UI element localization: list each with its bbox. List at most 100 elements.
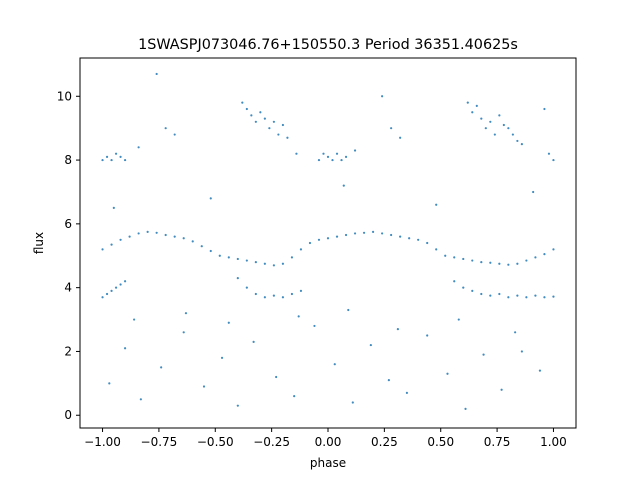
- data-point: [426, 334, 429, 337]
- data-point: [435, 248, 438, 251]
- data-point: [164, 233, 167, 237]
- x-tick-label: 0.25: [371, 435, 398, 449]
- data-point: [516, 262, 519, 265]
- x-axis-label: phase: [310, 456, 346, 470]
- data-point: [209, 249, 212, 253]
- data-point: [381, 95, 384, 98]
- data-point: [110, 289, 113, 292]
- data-point: [220, 356, 224, 359]
- data-point: [516, 294, 519, 297]
- data-point: [538, 369, 542, 372]
- data-point: [396, 328, 399, 331]
- data-point: [471, 289, 474, 292]
- data-point: [326, 237, 330, 240]
- data-point: [227, 321, 230, 324]
- data-point: [507, 296, 510, 299]
- data-point: [480, 292, 483, 296]
- data-point: [369, 343, 372, 347]
- data-point: [254, 292, 257, 296]
- data-point: [119, 155, 122, 158]
- data-point: [182, 237, 185, 240]
- data-point: [322, 152, 325, 155]
- data-point: [110, 158, 113, 162]
- data-point: [390, 127, 393, 130]
- y-tick-label: 2: [64, 344, 72, 358]
- plot-frame: [79, 57, 577, 429]
- plot-area: [80, 58, 576, 428]
- data-point: [457, 318, 460, 321]
- data-point: [200, 245, 203, 248]
- data-point: [498, 292, 501, 296]
- data-point: [453, 280, 456, 283]
- data-point: [295, 152, 298, 155]
- data-point: [552, 158, 555, 162]
- data-point: [290, 292, 294, 296]
- data-point: [471, 111, 474, 114]
- data-point: [543, 253, 546, 256]
- data-point: [333, 363, 336, 366]
- data-point: [534, 294, 537, 297]
- x-tick-label: −0.50: [197, 435, 234, 449]
- data-point: [498, 114, 501, 117]
- data-point: [236, 257, 239, 261]
- data-point: [250, 114, 253, 117]
- data-point: [155, 231, 158, 234]
- data-point: [466, 101, 469, 104]
- y-tick-label: 0: [64, 408, 72, 422]
- data-point: [245, 259, 248, 262]
- data-point: [275, 375, 278, 379]
- data-point: [462, 286, 465, 289]
- data-point: [362, 231, 366, 234]
- y-axis-label: flux: [32, 232, 46, 254]
- data-point: [123, 280, 127, 283]
- data-point: [326, 155, 330, 158]
- data-point: [105, 155, 109, 158]
- data-point: [351, 401, 354, 404]
- data-point: [317, 238, 321, 241]
- data-point: [480, 117, 483, 120]
- data-point: [137, 146, 140, 149]
- data-point: [543, 296, 546, 299]
- data-point: [532, 190, 535, 194]
- y-tick-label: 4: [64, 281, 72, 295]
- data-point: [218, 254, 221, 257]
- data-point: [344, 155, 348, 158]
- data-point: [112, 206, 115, 210]
- data-point: [417, 238, 420, 241]
- data-point: [500, 388, 503, 391]
- data-point: [435, 203, 438, 206]
- data-point: [146, 230, 149, 233]
- data-point: [408, 237, 411, 240]
- data-point: [272, 294, 275, 297]
- data-point: [114, 286, 118, 289]
- data-point: [236, 404, 239, 407]
- data-point: [453, 256, 456, 259]
- data-point: [502, 123, 505, 127]
- data-point: [114, 152, 118, 155]
- data-point: [299, 248, 303, 251]
- data-point: [160, 366, 163, 369]
- data-point: [399, 235, 402, 238]
- data-points: [101, 72, 555, 410]
- data-point: [489, 294, 492, 297]
- data-point: [426, 241, 429, 245]
- x-tick-label: 1.00: [540, 435, 567, 449]
- data-point: [123, 347, 127, 350]
- data-point: [381, 232, 384, 235]
- chart-title: 1SWASPJ073046.76+150550.3 Period 36351.4…: [138, 37, 518, 53]
- data-point: [245, 286, 248, 289]
- data-point: [498, 262, 501, 265]
- data-point: [313, 324, 316, 328]
- data-point: [547, 152, 551, 155]
- data-point: [252, 340, 255, 343]
- data-point: [263, 262, 266, 265]
- data-point: [507, 263, 510, 266]
- data-point: [133, 318, 136, 321]
- data-point: [184, 312, 188, 315]
- data-point: [340, 158, 343, 162]
- data-point: [137, 232, 140, 235]
- data-point: [387, 379, 390, 382]
- data-point: [534, 256, 537, 259]
- data-point: [444, 254, 447, 257]
